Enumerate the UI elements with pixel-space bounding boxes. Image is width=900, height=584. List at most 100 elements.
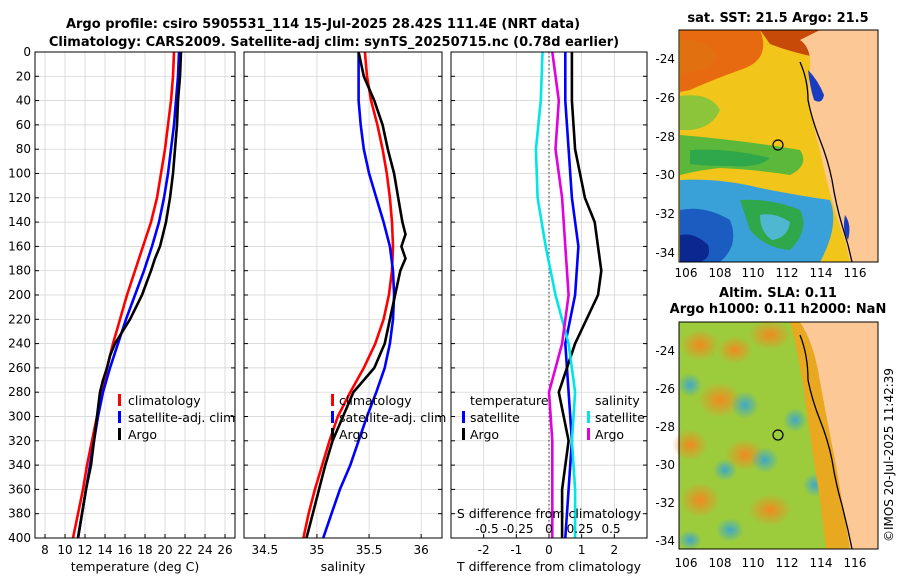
legend-swatch-satellite bbox=[331, 411, 334, 423]
legend-swatch-s-argo bbox=[587, 428, 590, 440]
y-tick-label: 400 bbox=[8, 531, 31, 545]
svg-text:110: 110 bbox=[742, 266, 765, 280]
x2-tick-label: -0.25 bbox=[502, 522, 533, 536]
salinity-panel: 34.5 35 35.5 36 salinity climatology satell… bbox=[243, 51, 446, 574]
y-tick-label: 360 bbox=[8, 482, 31, 496]
x-tick-label: 10 bbox=[57, 543, 72, 557]
x-tick-label: 35 bbox=[309, 543, 324, 557]
svg-text:-28: -28 bbox=[655, 130, 675, 144]
difference-legend-salinity: salinity satellite Argo bbox=[587, 393, 645, 442]
x-tick-label: 2 bbox=[611, 543, 619, 557]
svg-text:112: 112 bbox=[776, 266, 799, 280]
y-tick-label: 0 bbox=[23, 45, 31, 59]
figure-title-line1: Argo profile: csiro 5905531_114 15-Jul-2… bbox=[66, 17, 580, 32]
x-tick-label: 0 bbox=[545, 543, 553, 557]
argo-location-marker bbox=[772, 139, 784, 151]
legend-label-climatology: climatology bbox=[128, 393, 201, 408]
svg-text:110: 110 bbox=[742, 556, 765, 570]
x-tick-label: 36 bbox=[414, 543, 429, 557]
svg-text:108: 108 bbox=[709, 266, 732, 280]
legend-label-argo: Argo bbox=[339, 427, 368, 442]
y-tick-label: 340 bbox=[8, 458, 31, 472]
series-line-s-satellite bbox=[534, 52, 577, 538]
argo-location-marker bbox=[772, 429, 784, 441]
legend-swatch-climatology bbox=[118, 394, 121, 406]
sla-lon-ticks: 106 108 110 112 114 116 bbox=[675, 556, 867, 570]
svg-text:-26: -26 bbox=[655, 382, 675, 396]
y-tick-label: 180 bbox=[8, 264, 31, 278]
sst-map: sat. SST: 21.5 Argo: 21.5 -24 -26 -28 bbox=[655, 11, 879, 280]
temperature-xlabel: temperature (deg C) bbox=[71, 559, 200, 574]
difference-legend-temperature: temperature satellite Argo bbox=[462, 393, 549, 442]
salinity-xlabel: salinity bbox=[321, 559, 366, 574]
sst-field bbox=[679, 30, 878, 263]
y-tick-label: 80 bbox=[16, 142, 31, 156]
y-tick-label: 120 bbox=[8, 191, 31, 205]
legend-swatch-t-argo bbox=[462, 428, 465, 440]
y-tick-label: 140 bbox=[8, 215, 31, 229]
legend-title-salinity: salinity bbox=[595, 393, 640, 408]
x2-tick-label: 0.5 bbox=[602, 522, 621, 536]
sst-lat-ticks: -24 -26 -28 -30 -32 -34 bbox=[655, 52, 675, 260]
svg-text:-34: -34 bbox=[655, 534, 675, 548]
svg-text:114: 114 bbox=[810, 556, 833, 570]
y-tick-label: 280 bbox=[8, 385, 31, 399]
x-tick-label: 26 bbox=[217, 543, 232, 557]
svg-text:108: 108 bbox=[709, 556, 732, 570]
x-tick-label: 14 bbox=[97, 543, 112, 557]
y-tick-label: 380 bbox=[8, 507, 31, 521]
difference-panel: -2 -1 0 1 2 -0.5 -0.25 0 0.25 0.5 S difference f… bbox=[450, 51, 648, 574]
x-tick-label: 8 bbox=[41, 543, 49, 557]
y-tick-label: 20 bbox=[16, 69, 31, 83]
y-tick-label: 320 bbox=[8, 434, 31, 448]
y-tick-label: 220 bbox=[8, 312, 31, 326]
legend-label-t-argo: Argo bbox=[470, 427, 499, 442]
x-tick-label: 22 bbox=[177, 543, 192, 557]
salinity-legend: climatology satellite-adj. clim Argo bbox=[331, 393, 446, 442]
x-tick-label: 18 bbox=[137, 543, 152, 557]
imos-watermark: ©IMOS 20-Jul-2025 11:42:39 bbox=[882, 368, 896, 542]
sla-map: Altim. SLA: 0.11 Argo h1000: 0.11 h2000:… bbox=[655, 286, 886, 570]
legend-label-satellite: satellite-adj. clim bbox=[128, 410, 235, 425]
svg-text:-26: -26 bbox=[655, 91, 675, 105]
sst-map-title: sat. SST: 21.5 Argo: 21.5 bbox=[687, 11, 868, 26]
svg-text:112: 112 bbox=[776, 556, 799, 570]
x-tick-label: 12 bbox=[77, 543, 92, 557]
x-tick-label: -1 bbox=[510, 543, 522, 557]
y-tick-label: 300 bbox=[8, 410, 31, 424]
legend-swatch-satellite bbox=[118, 411, 121, 423]
series-line-argo bbox=[76, 52, 183, 538]
x-tick-label: 16 bbox=[117, 543, 132, 557]
x-tick-label: -2 bbox=[478, 543, 490, 557]
y-tick-label: 160 bbox=[8, 239, 31, 253]
svg-text:-32: -32 bbox=[655, 207, 675, 221]
svg-text:116: 116 bbox=[844, 266, 867, 280]
x-tick-label: 1 bbox=[578, 543, 586, 557]
legend-swatch-argo bbox=[118, 428, 121, 440]
legend-label-t-satellite: satellite bbox=[470, 410, 520, 425]
temperature-axes-frame bbox=[34, 51, 236, 539]
svg-text:-24: -24 bbox=[655, 344, 675, 358]
legend-label-s-satellite: satellite bbox=[595, 410, 645, 425]
salinity-axes-frame bbox=[243, 51, 443, 539]
svg-text:106: 106 bbox=[675, 556, 698, 570]
x-tick-label: 34.5 bbox=[251, 543, 278, 557]
legend-label-satellite: satellite-adj. clim bbox=[339, 410, 446, 425]
t-difference-label: T difference from climatology bbox=[456, 559, 642, 574]
svg-text:114: 114 bbox=[810, 266, 833, 280]
sla-map-title2: Argo h1000: 0.11 h2000: NaN bbox=[670, 302, 887, 317]
sla-field bbox=[672, 320, 878, 550]
svg-text:-30: -30 bbox=[655, 458, 675, 472]
legend-swatch-climatology bbox=[331, 394, 334, 406]
series-line-climatology bbox=[302, 52, 395, 538]
x2-tick-label: 0.25 bbox=[567, 522, 594, 536]
svg-text:116: 116 bbox=[844, 556, 867, 570]
series-line-t-satellite bbox=[564, 52, 580, 538]
x-tick-label: 20 bbox=[157, 543, 172, 557]
difference-axes-frame bbox=[450, 51, 648, 539]
svg-text:-24: -24 bbox=[655, 52, 675, 66]
svg-text:-28: -28 bbox=[655, 420, 675, 434]
sst-lon-ticks: 106 108 110 112 114 116 bbox=[675, 266, 867, 280]
legend-swatch-argo bbox=[331, 428, 334, 440]
